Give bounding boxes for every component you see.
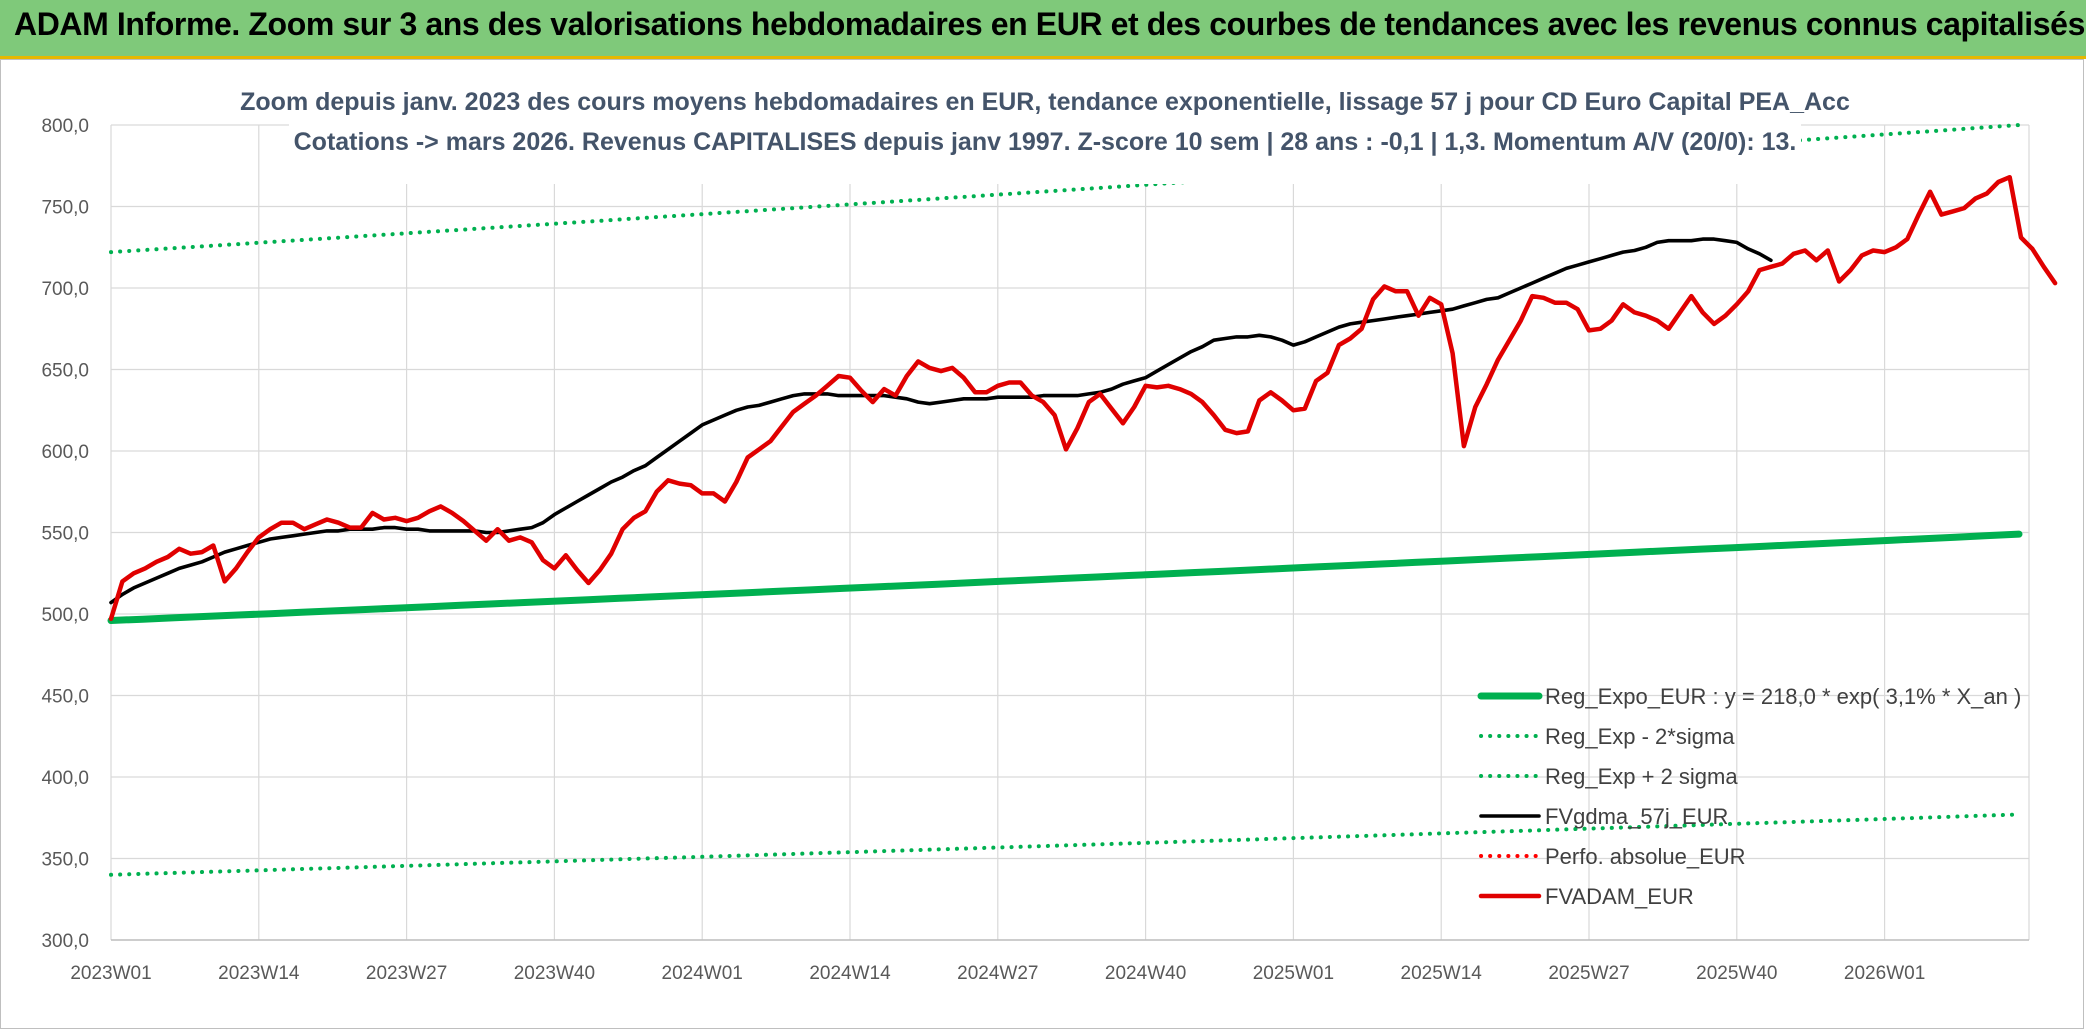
- chart-title-line: Cotations -> mars 2026. Revenus CAPITALI…: [294, 128, 1797, 156]
- series-line-fvadam-eur: [108, 174, 2058, 622]
- x-tick-label: 2024W01: [662, 963, 743, 984]
- x-tick-label: 2024W14: [809, 963, 891, 984]
- y-tick-label: 300,0: [41, 931, 89, 952]
- line-chart: 800,0 750,0 700,0 650,0 600,0 550,0 500,0 450,0…: [41, 80, 2058, 984]
- y-tick-label: 650,0: [41, 361, 89, 382]
- chart-title: Zoom depuis janv. 2023 des cours moyens …: [240, 80, 1850, 184]
- legend-entry-label: Reg_Expo_EUR : y = 218,0 * exp( 3,1% * X…: [1545, 684, 2021, 709]
- x-axis: 2023W01 2023W14 2023W27 2023W40 2024W01 2024W…: [70, 939, 2029, 984]
- series-line-reg-exp-2-sigma: [109, 812, 2021, 877]
- y-tick-label: 800,0: [41, 116, 89, 137]
- series-layer: [107, 123, 2058, 877]
- x-tick-label: 2025W40: [1696, 963, 1777, 984]
- chart-frame: 800,0 750,0 700,0 650,0 600,0 550,0 500,0 450,0…: [0, 59, 2084, 1029]
- y-axis: 800,0 750,0 700,0 650,0 600,0 550,0 500,0 450,0…: [41, 116, 89, 952]
- legend-entry-label: FVgdma_57j_EUR: [1545, 804, 1728, 829]
- x-tick-label: 2025W14: [1401, 963, 1483, 984]
- x-tick-label: 2023W27: [366, 963, 447, 984]
- y-tick-label: 600,0: [41, 442, 89, 463]
- y-tick-label: 750,0: [41, 198, 89, 219]
- y-tick-label: 350,0: [41, 850, 89, 871]
- y-tick-label: 450,0: [41, 687, 89, 708]
- x-tick-label: 2024W27: [957, 963, 1038, 984]
- legend-entry-label: FVADAM_EUR: [1545, 884, 1694, 909]
- legend-entry-label: Reg_Exp + 2 sigma: [1545, 764, 1738, 789]
- report-title: ADAM Informe. Zoom sur 3 ans des valoris…: [14, 6, 2085, 42]
- y-tick-label: 400,0: [41, 768, 89, 789]
- y-tick-label: 700,0: [41, 279, 89, 300]
- legend-entry-label: Perfo. absolue_EUR: [1545, 844, 1746, 869]
- x-tick-label: 2023W14: [218, 963, 300, 984]
- series-line-fvgdma-57j-eur: [109, 237, 1773, 605]
- x-tick-label: 2025W27: [1548, 963, 1629, 984]
- x-tick-label: 2023W40: [514, 963, 595, 984]
- report-banner: ADAM Informe. Zoom sur 3 ans des valoris…: [0, 0, 2086, 59]
- x-tick-label: 2024W40: [1105, 963, 1186, 984]
- y-tick-label: 550,0: [41, 524, 89, 545]
- y-tick-label: 500,0: [41, 605, 89, 626]
- x-tick-label: 2026W01: [1844, 963, 1925, 984]
- x-tick-label: 2025W01: [1253, 963, 1334, 984]
- chart-title-line: Zoom depuis janv. 2023 des cours moyens …: [240, 88, 1850, 116]
- legend: Reg_Expo_EUR : y = 218,0 * exp( 3,1% * X…: [1477, 684, 2021, 909]
- chart-title-backdrop: [289, 80, 1801, 184]
- grid-lines: [110, 124, 2030, 941]
- legend-entry-label: Reg_Exp - 2*sigma: [1545, 724, 1735, 749]
- x-tick-label: 2023W01: [70, 963, 151, 984]
- series-line-reg-expo-eur-y-218-0-exp-3-1-x-an: [107, 530, 2023, 624]
